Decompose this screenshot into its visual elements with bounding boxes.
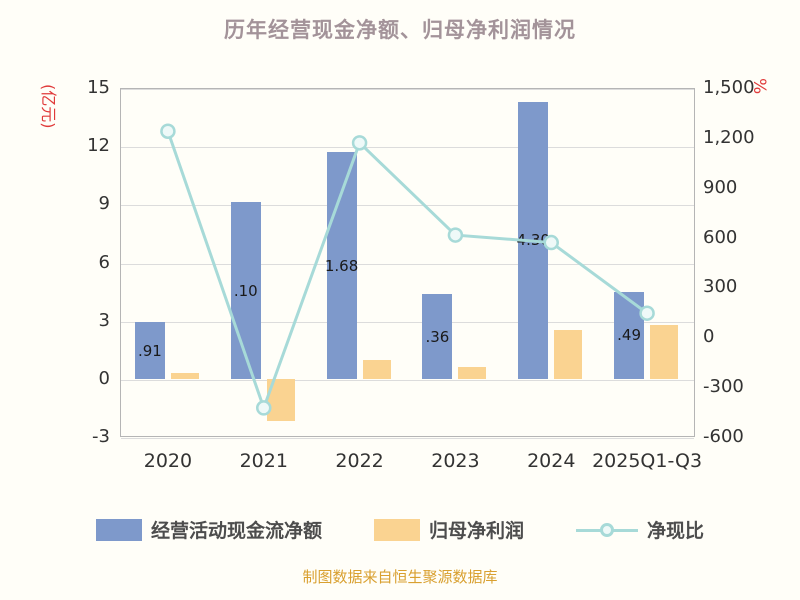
grid-line bbox=[121, 321, 694, 323]
legend-item-net-profit: 归母净利润 bbox=[373, 516, 524, 543]
legend: 经营活动现金流净额 归母净利润 净现比 bbox=[0, 516, 800, 543]
grid-line bbox=[121, 263, 694, 265]
legend-item-cash-ratio: 净现比 bbox=[576, 516, 704, 543]
right-axis-tick-label: 300 bbox=[703, 276, 738, 298]
legend-swatch-blue-bar bbox=[95, 518, 142, 541]
left-axis-tick-label: -3 bbox=[92, 426, 110, 447]
legend-label: 经营活动现金流净额 bbox=[150, 520, 322, 542]
bar-net-profit bbox=[554, 330, 583, 379]
bar-value-label: .10 bbox=[233, 281, 258, 300]
right-axis-tick-label: 900 bbox=[703, 176, 738, 198]
right-axis-tick-label: 1,500 bbox=[703, 77, 755, 98]
bar-value-label: 4.30 bbox=[516, 231, 550, 250]
x-axis-tick-label: 2024 bbox=[527, 450, 576, 472]
right-axis-tick-label: 1,200 bbox=[703, 126, 755, 148]
grid-line bbox=[121, 147, 694, 149]
left-axis-tick-label: 3 bbox=[98, 309, 110, 331]
bar-value-label: .49 bbox=[617, 326, 642, 345]
legend-swatch-tan-bar bbox=[373, 518, 420, 541]
legend-label: 净现比 bbox=[647, 520, 705, 542]
bar-operating-cashflow bbox=[134, 322, 165, 379]
x-axis-tick-label: 2021 bbox=[239, 450, 288, 472]
bar-net-profit bbox=[650, 324, 679, 379]
x-axis-tick-label: 2022 bbox=[335, 450, 384, 472]
x-axis-tick-label: 2023 bbox=[431, 450, 480, 472]
bar-net-profit bbox=[362, 360, 391, 379]
chart-title: 历年经营现金净额、归母净利润情况 bbox=[224, 18, 576, 42]
data-source-note: 制图数据来自恒生聚源数据库 bbox=[302, 568, 498, 586]
right-axis-tick-label: 600 bbox=[703, 226, 738, 248]
bar-value-label: .91 bbox=[137, 341, 162, 360]
left-axis-tick-label: 15 bbox=[87, 77, 110, 98]
bar-net-profit bbox=[170, 373, 199, 379]
x-axis-tick-label: 2025Q1-Q3 bbox=[592, 450, 703, 472]
grid-line bbox=[121, 438, 694, 439]
legend-line-marker-icon bbox=[576, 519, 638, 541]
left-axis-tick-label: 9 bbox=[98, 193, 110, 215]
x-axis-tick-label: 2020 bbox=[143, 450, 193, 472]
bar-value-label: 1.68 bbox=[324, 256, 359, 275]
legend-item-operating-cashflow: 经营活动现金流净额 bbox=[95, 516, 322, 543]
right-axis-tick-label: -600 bbox=[703, 426, 744, 447]
left-axis-tick-label: 12 bbox=[87, 135, 110, 157]
bar-net-profit bbox=[266, 378, 295, 422]
bar-net-profit bbox=[458, 367, 487, 379]
bar-value-label: .36 bbox=[425, 327, 450, 346]
grid-line bbox=[121, 89, 694, 90]
left-axis-tick-label: 6 bbox=[98, 251, 110, 273]
plot-area bbox=[120, 88, 695, 439]
right-axis-tick-label: 0 bbox=[703, 326, 715, 348]
left-axis-tick-label: 0 bbox=[98, 367, 110, 389]
legend-label: 归母净利润 bbox=[428, 520, 524, 542]
right-axis-tick-label: -300 bbox=[703, 376, 744, 398]
grid-line bbox=[121, 205, 694, 207]
grid-line bbox=[121, 379, 694, 381]
